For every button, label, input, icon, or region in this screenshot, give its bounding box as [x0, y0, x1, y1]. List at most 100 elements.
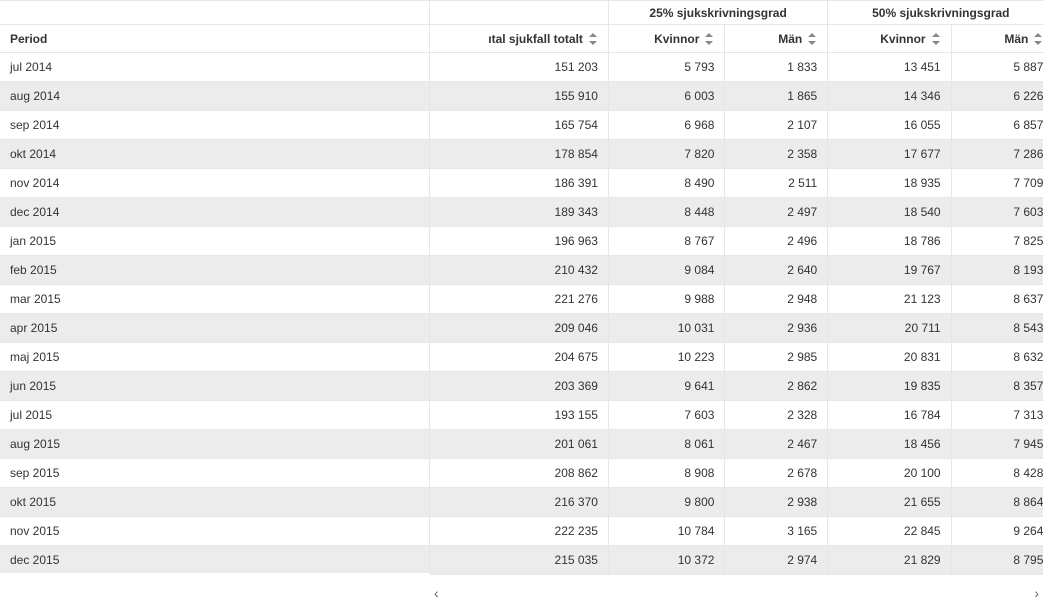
cell-k50: 21 123 [828, 285, 951, 314]
cell-k50: 22 845 [828, 517, 951, 546]
table-row: dec 2015 [0, 546, 430, 574]
cell-total: 196 963 [430, 227, 608, 256]
cell-m50: 8 428 [951, 459, 1043, 488]
cell-k50: 19 835 [828, 372, 951, 401]
column-header-total[interactable]: ıtal sjukfall totalt [430, 25, 608, 53]
cell-m25: 2 358 [725, 140, 828, 169]
cell-k25: 8 061 [608, 430, 725, 459]
cell-period: jul 2015 [0, 401, 430, 430]
table-row: nov 2014 [0, 169, 430, 198]
cell-m50: 8 632 [951, 343, 1043, 372]
table-row: 155 9106 0031 86514 3466 2263 3051 554 [430, 82, 1043, 111]
cell-period: dec 2014 [0, 198, 430, 227]
cell-m50: 7 313 [951, 401, 1043, 430]
cell-total: 151 203 [430, 53, 608, 82]
cell-m50: 7 945 [951, 430, 1043, 459]
column-header-25-man[interactable]: Män [725, 25, 828, 53]
scroll-table: 25% sjukskrivningsgrad 50% sjukskrivning… [430, 0, 1043, 575]
column-header-50-man[interactable]: Män [951, 25, 1043, 53]
cell-k25: 9 988 [608, 285, 725, 314]
cell-m25: 2 948 [725, 285, 828, 314]
cell-period: nov 2015 [0, 517, 430, 546]
cell-m25: 2 936 [725, 314, 828, 343]
cell-total: 193 155 [430, 401, 608, 430]
cell-total: 165 754 [430, 111, 608, 140]
cell-k50: 17 677 [828, 140, 951, 169]
cell-k25: 5 793 [608, 53, 725, 82]
fixed-table: Period jul 2014aug 2014sep 2014okt 2014n… [0, 0, 430, 573]
cell-period: mar 2015 [0, 285, 430, 314]
cell-period: jun 2015 [0, 372, 430, 401]
cell-k25: 8 490 [608, 169, 725, 198]
cell-m25: 1 833 [725, 53, 828, 82]
sort-icon [808, 33, 817, 45]
cell-m50: 6 226 [951, 82, 1043, 111]
table-row: 165 7546 9682 10716 0556 8573 6011 648 [430, 111, 1043, 140]
table-row: jul 2014 [0, 53, 430, 82]
cell-k50: 18 456 [828, 430, 951, 459]
data-table-container: Period jul 2014aug 2014sep 2014okt 2014n… [0, 0, 1043, 602]
cell-m25: 2 328 [725, 401, 828, 430]
table-row: 201 0618 0612 46718 4567 9454 5972 000 [430, 430, 1043, 459]
cell-k25: 7 820 [608, 140, 725, 169]
table-row: jan 2015 [0, 227, 430, 256]
table-row: 221 2769 9882 94821 1238 6374 7562 108 [430, 285, 1043, 314]
sort-icon [589, 33, 598, 45]
cell-m25: 2 985 [725, 343, 828, 372]
table-row: nov 2015 [0, 517, 430, 546]
cell-k50: 14 346 [828, 82, 951, 111]
cell-m50: 7 286 [951, 140, 1043, 169]
table-row: 216 3709 8002 93821 6558 8645 1092 087 [430, 488, 1043, 517]
cell-total: 201 061 [430, 430, 608, 459]
table-row: 208 8628 9082 67820 1008 4284 9542 015 [430, 459, 1043, 488]
cell-period: nov 2014 [0, 169, 430, 198]
cell-k50: 16 055 [828, 111, 951, 140]
cell-total: 178 854 [430, 140, 608, 169]
cell-k50: 20 711 [828, 314, 951, 343]
column-header-50-kvinnor[interactable]: Kvinnor [828, 25, 951, 53]
cell-k25: 10 784 [608, 517, 725, 546]
cell-m25: 2 497 [725, 198, 828, 227]
cell-period: feb 2015 [0, 256, 430, 285]
cell-k25: 8 767 [608, 227, 725, 256]
cell-m25: 2 862 [725, 372, 828, 401]
cell-total: 203 369 [430, 372, 608, 401]
cell-period: jul 2014 [0, 53, 430, 82]
table-row: apr 2015 [0, 314, 430, 343]
cell-m50: 8 637 [951, 285, 1043, 314]
table-row: 189 3438 4482 49718 5407 6034 0631 795 [430, 198, 1043, 227]
cell-period: okt 2015 [0, 488, 430, 517]
cell-k25: 8 448 [608, 198, 725, 227]
cell-k25: 9 084 [608, 256, 725, 285]
cell-k50: 18 540 [828, 198, 951, 227]
sort-icon [705, 33, 714, 45]
group-header-25: 25% sjukskrivningsgrad [608, 1, 827, 25]
cell-k25: 7 603 [608, 401, 725, 430]
table-row: mar 2015 [0, 285, 430, 314]
cell-total: 189 343 [430, 198, 608, 227]
cell-m25: 2 511 [725, 169, 828, 198]
cell-total: 216 370 [430, 488, 608, 517]
scrollable-column-area[interactable]: 25% sjukskrivningsgrad 50% sjukskrivning… [430, 0, 1043, 602]
cell-k25: 9 800 [608, 488, 725, 517]
cell-period: jan 2015 [0, 227, 430, 256]
cell-k50: 20 831 [828, 343, 951, 372]
cell-m25: 2 467 [725, 430, 828, 459]
group-header-blank [430, 1, 608, 25]
column-header-25-kvinnor[interactable]: Kvinnor [608, 25, 725, 53]
cell-m25: 3 165 [725, 517, 828, 546]
table-row: feb 2015 [0, 256, 430, 285]
cell-total: 204 675 [430, 343, 608, 372]
cell-k50: 21 655 [828, 488, 951, 517]
column-header-period[interactable]: Period [0, 25, 430, 53]
table-row: 186 3918 4902 51118 9357 7094 0571 840 [430, 169, 1043, 198]
cell-k50: 18 935 [828, 169, 951, 198]
cell-k50: 21 829 [828, 546, 951, 575]
table-row: okt 2015 [0, 488, 430, 517]
cell-period: okt 2014 [0, 140, 430, 169]
table-row: sep 2014 [0, 111, 430, 140]
cell-m50: 8 795 [951, 546, 1043, 575]
cell-m25: 2 107 [725, 111, 828, 140]
cell-total: 215 035 [430, 546, 608, 575]
cell-k50: 13 451 [828, 53, 951, 82]
